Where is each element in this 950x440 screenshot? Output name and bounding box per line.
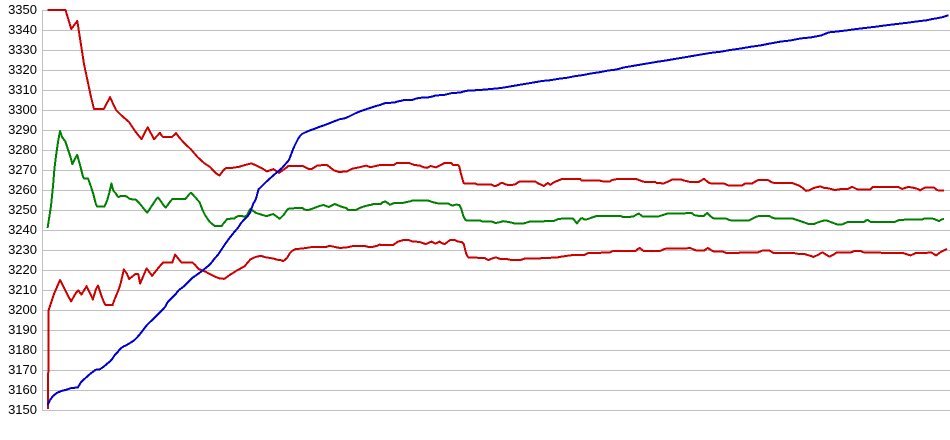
svg-text:3320: 3320 [8, 62, 37, 77]
svg-text:3150: 3150 [8, 402, 37, 417]
svg-text:3230: 3230 [8, 242, 37, 257]
svg-text:3180: 3180 [8, 342, 37, 357]
svg-text:3310: 3310 [8, 82, 37, 97]
svg-text:3280: 3280 [8, 142, 37, 157]
svg-text:3210: 3210 [8, 282, 37, 297]
svg-text:3260: 3260 [8, 182, 37, 197]
svg-text:3340: 3340 [8, 22, 37, 37]
svg-text:3220: 3220 [8, 262, 37, 277]
svg-text:3250: 3250 [8, 202, 37, 217]
svg-text:3350: 3350 [8, 2, 37, 17]
svg-text:3190: 3190 [8, 322, 37, 337]
svg-text:3160: 3160 [8, 382, 37, 397]
svg-text:3330: 3330 [8, 42, 37, 57]
svg-text:3270: 3270 [8, 162, 37, 177]
svg-text:3290: 3290 [8, 122, 37, 137]
svg-text:3300: 3300 [8, 102, 37, 117]
svg-text:3240: 3240 [8, 222, 37, 237]
svg-text:3170: 3170 [8, 362, 37, 377]
svg-text:3200: 3200 [8, 302, 37, 317]
